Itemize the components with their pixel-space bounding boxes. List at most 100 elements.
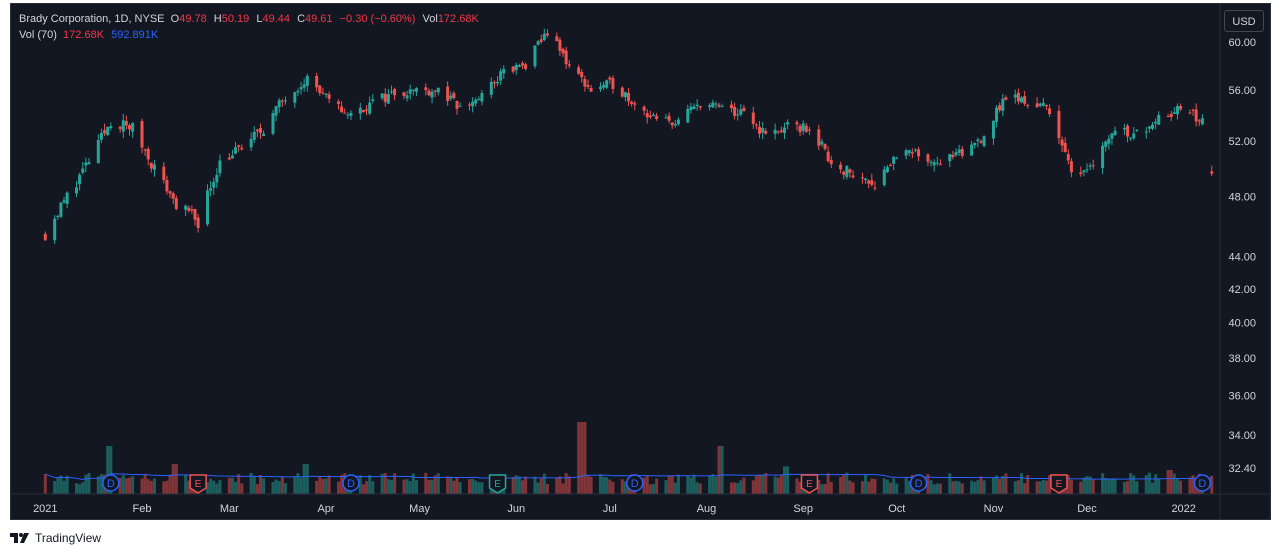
volume-bar xyxy=(280,477,284,494)
time-axis[interactable]: 2021 Feb Mar Apr May Jun Jul Aug Sep Oct Nov Dec 202… xyxy=(33,503,1196,515)
volume-bar xyxy=(205,482,209,494)
earnings-marker[interactable]: E xyxy=(1050,474,1068,494)
volume-bar xyxy=(605,477,609,494)
currency-button[interactable]: USD xyxy=(1224,10,1264,32)
candle-body xyxy=(795,122,799,125)
volume-bar xyxy=(686,475,690,494)
candle-body xyxy=(926,154,930,162)
close-value: 49.61 xyxy=(305,13,333,25)
volume-bar xyxy=(860,481,864,494)
candle-body xyxy=(1079,172,1083,175)
candle-body xyxy=(84,162,88,166)
volume-bar xyxy=(1016,480,1020,494)
volume-bar xyxy=(1169,470,1173,494)
candle-body xyxy=(673,123,677,126)
candle-body xyxy=(870,180,874,185)
dividend-icon xyxy=(1193,474,1212,492)
candle-body xyxy=(1147,126,1151,129)
candle-body xyxy=(1179,105,1183,110)
candle-body xyxy=(839,164,843,170)
candle-body xyxy=(539,39,543,42)
volume-bar xyxy=(998,478,1002,494)
volume-bar xyxy=(386,479,390,494)
dividend-marker[interactable]: D xyxy=(909,474,928,492)
volume-bar xyxy=(315,480,319,494)
candle-body xyxy=(1191,109,1195,111)
dividend-marker[interactable]: D xyxy=(102,474,120,492)
dividend-marker[interactable]: D xyxy=(1193,474,1212,492)
price-chart[interactable]: D E D E D E D E D 60.00 56.00 52.00 48.00 44.00 42.00… xyxy=(11,4,1270,519)
candle-body xyxy=(87,162,91,165)
candle-body xyxy=(190,209,194,211)
symbol-title[interactable]: Brady Corporation, 1D, NYSE xyxy=(19,13,165,25)
candle-body xyxy=(227,157,231,160)
price-axis[interactable]: 60.00 56.00 52.00 48.00 44.00 42.00 40.00 38.00… xyxy=(1228,37,1256,475)
candle-body xyxy=(299,87,303,90)
candles xyxy=(43,28,1214,244)
volume-bar xyxy=(536,482,540,494)
chart-frame[interactable]: D E D E D E D E D 60.00 56.00 52.00 48.00 44.00 42.00… xyxy=(10,3,1271,520)
volume-bar xyxy=(798,481,802,494)
candle-body xyxy=(121,120,125,132)
dividend-marker[interactable]: D xyxy=(626,474,644,492)
volume-bar xyxy=(608,479,612,494)
candle-body xyxy=(1166,115,1170,117)
candle-body xyxy=(467,104,471,106)
volume-bar xyxy=(655,478,659,494)
volume-bar xyxy=(149,480,153,494)
tradingview-brand[interactable]: TradingView xyxy=(10,531,101,545)
volume-ma-label[interactable]: Vol (70) xyxy=(19,29,57,41)
marker-label: E xyxy=(494,479,501,490)
volume-bar xyxy=(87,472,91,494)
volume-bar xyxy=(648,484,652,494)
volume-bar xyxy=(271,481,275,494)
candle-body xyxy=(411,89,415,91)
candle-body xyxy=(1200,118,1204,125)
volume-bar xyxy=(948,473,952,494)
time-tick-label: Apr xyxy=(317,503,334,515)
volume-bar xyxy=(1020,473,1024,494)
volume-bar xyxy=(1085,476,1089,494)
candle-body xyxy=(240,147,244,150)
volume-bar xyxy=(602,476,606,494)
time-tick-label: Sep xyxy=(793,503,813,515)
price-tick-label: 38.00 xyxy=(1228,353,1256,365)
volume-bar xyxy=(255,484,259,494)
dividend-marker[interactable]: D xyxy=(342,474,360,492)
candle-body xyxy=(1069,161,1073,173)
candle-body xyxy=(845,166,849,177)
volume-bar xyxy=(414,480,418,494)
earnings-marker[interactable]: E xyxy=(488,474,507,494)
volume-bar xyxy=(951,481,955,494)
volume-bar xyxy=(449,476,453,494)
candle-body xyxy=(1110,133,1114,139)
candle-body xyxy=(1104,141,1108,147)
volume-bar xyxy=(74,483,78,494)
marker-label: D xyxy=(915,478,923,490)
earnings-marker[interactable]: E xyxy=(800,474,819,494)
volume-bar xyxy=(402,479,406,494)
price-tick-label: 48.00 xyxy=(1228,191,1256,203)
volume-bar xyxy=(1129,473,1133,494)
volume-bar xyxy=(1082,477,1086,494)
candle-body xyxy=(1135,129,1139,131)
candle-body xyxy=(1169,113,1173,117)
volume-bar xyxy=(823,484,827,494)
candle-body xyxy=(340,106,344,113)
change-value: −0.30 (−0.60%) xyxy=(339,13,416,25)
candle-body xyxy=(209,188,213,191)
candle-body xyxy=(807,129,811,131)
volume-bar xyxy=(430,479,434,494)
earnings-marker[interactable]: E xyxy=(189,474,207,494)
volume-bar xyxy=(99,474,103,494)
candle-body xyxy=(633,103,637,105)
candle-body xyxy=(820,141,824,145)
volume-bar xyxy=(564,473,568,494)
candle-body xyxy=(907,150,911,154)
candle-body xyxy=(143,149,147,151)
volume-bar xyxy=(218,480,222,494)
low-label: L xyxy=(256,13,263,25)
volume-bar xyxy=(302,464,306,494)
volume-bar xyxy=(1101,473,1105,494)
